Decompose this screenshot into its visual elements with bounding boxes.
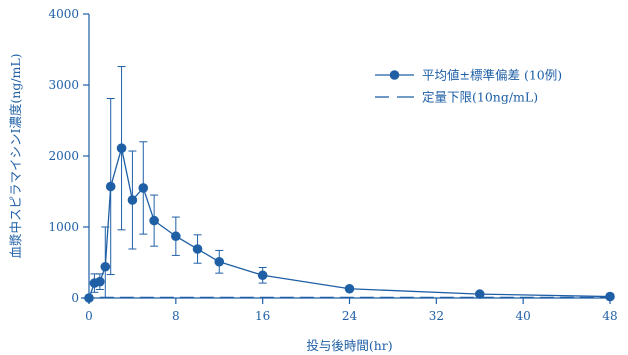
data-point: [138, 183, 149, 193]
y-tick-label: 1000: [48, 220, 79, 234]
data-point-markers: [84, 143, 615, 303]
data-point: [257, 270, 268, 281]
y-tick-label: 4000: [48, 7, 79, 21]
data-point: [84, 293, 94, 303]
x-tick-label: 48: [602, 309, 617, 323]
x-axis-label: 投与後時間(hr): [306, 338, 392, 353]
x-tick-label: 16: [255, 309, 270, 323]
data-point: [95, 276, 105, 287]
data-point: [127, 195, 138, 205]
data-point: [605, 291, 615, 302]
data-point: [214, 256, 225, 267]
data-point: [344, 283, 355, 294]
x-tick-label: 32: [429, 309, 444, 323]
data-point: [105, 181, 116, 192]
data-point: [192, 244, 203, 254]
data-point: [149, 215, 159, 226]
x-axis-ticks: 0 8 16 24 32 40 48: [85, 298, 618, 323]
x-tick-label: 24: [342, 309, 358, 323]
data-point: [100, 261, 111, 272]
y-tick-label: 2000: [48, 149, 79, 163]
mean-concentration-line: [88, 148, 611, 299]
error-bars: [90, 66, 267, 299]
legend-lloq-label: 定量下限(10ng/mL): [422, 90, 538, 105]
x-tick-label: 8: [172, 309, 180, 323]
legend: 平均値±標準偏差 (10例) 定量下限(10ng/mL): [375, 68, 562, 105]
y-tick-label: 3000: [48, 78, 79, 92]
legend-mean-marker: [389, 70, 400, 80]
data-point: [116, 143, 127, 153]
legend-mean-label: 平均値±標準偏差 (10例): [422, 68, 562, 83]
data-point: [474, 289, 485, 299]
y-tick-label: 0: [71, 291, 79, 305]
x-tick-label: 0: [85, 309, 93, 323]
y-axis-ticks: 0 1000 2000 3000 4000: [48, 7, 89, 305]
y-axis-label: 血漿中スピラマイシンⅠ濃度(ng/mL): [8, 53, 23, 258]
data-point: [171, 231, 181, 242]
x-tick-label: 40: [516, 309, 531, 323]
